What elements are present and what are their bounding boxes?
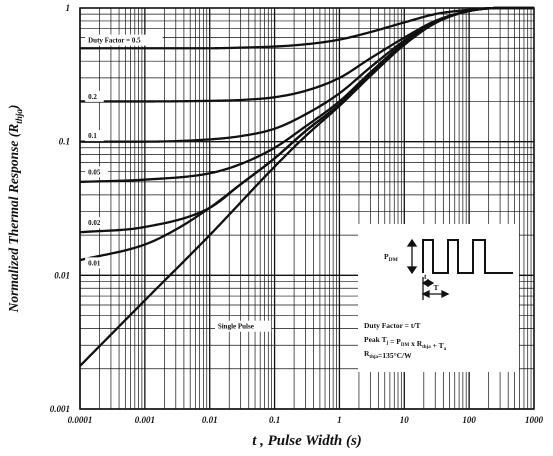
inset-text-part: x R <box>409 339 423 348</box>
y-tick-label: 0.001 <box>50 404 70 414</box>
inset-subscript: thja <box>369 355 378 360</box>
curve-label: 0.2 <box>88 93 97 101</box>
curve-series-6 <box>79 6 534 367</box>
inset-pdm-main: P <box>384 252 389 261</box>
curve-label-group: Single Pulse <box>214 320 272 332</box>
grid <box>79 8 534 410</box>
inset-text-part: Peak T <box>364 335 387 344</box>
inset-subscript: DM <box>401 343 410 348</box>
y-tick-label: 0.01 <box>54 270 70 280</box>
T-arrow-head-left <box>421 289 430 299</box>
pdm-arrow-head-up <box>406 238 418 247</box>
plot-frame <box>79 7 535 410</box>
curve-label-background <box>85 166 108 178</box>
x-tick-label: 0.1 <box>269 415 280 425</box>
inset-t-label: t <box>424 272 427 281</box>
y-axis-title-main: Normalized Thermal Response (R <box>6 124 21 314</box>
curve-label-background <box>214 320 272 332</box>
curve-label-group: 0.02 <box>85 217 108 229</box>
inset-pdm-label: PDM <box>384 252 399 263</box>
inset-arrows <box>406 238 450 300</box>
curve-label: 0.1 <box>88 132 97 140</box>
inset-text-part: R <box>364 349 370 358</box>
x-axis-title: t , Pulse Width (s) <box>252 433 362 449</box>
curve-label-background <box>85 257 108 269</box>
y-axis-title: Normalized Thermal Response (Rthja) <box>6 105 24 314</box>
inset-text-part: =135°C/W <box>378 351 412 360</box>
pulse-waveform <box>422 239 513 274</box>
curve-label-group: 0.01 <box>85 257 108 269</box>
curve-label: 0.02 <box>88 219 101 227</box>
y-tick-label: 0.1 <box>59 137 70 147</box>
curve-label-group: 0.2 <box>85 90 104 102</box>
x-tick-label: 10 <box>400 415 410 425</box>
curve-label-background <box>85 217 108 229</box>
curve-label-background <box>85 34 163 46</box>
curve-labels: Duty Factor = 0.5 0.2 0.1 0.05 0.02 0.01 Singl… <box>85 34 272 332</box>
curve-label-group: 0.1 <box>85 130 104 142</box>
curve-label: 0.05 <box>88 168 101 176</box>
x-tick-label: 1 <box>337 415 342 425</box>
inset-T-label: T <box>434 283 439 292</box>
curve-label: Single Pulse <box>218 323 254 331</box>
tick-labels: 0.0001 0.001 0.01 0.1 1 10 100 10000.0010.010.1… <box>50 3 544 425</box>
inset-text-part: Duty Factor = t/T <box>364 321 420 330</box>
x-tick-label: 0.01 <box>202 415 218 425</box>
inset-text-part: = P <box>388 337 401 346</box>
y-tick-label: 1 <box>66 3 71 13</box>
pdm-arrow-head-down <box>406 266 418 275</box>
y-axis-title-sub: thja <box>14 109 24 124</box>
inset-equation-line: Rthja=135°C/W <box>364 349 412 360</box>
inset-equation-line: Peak Tj = PDM x Rthja + Ta <box>364 335 447 352</box>
curve-label: Duty Factor = 0.5 <box>88 37 141 45</box>
x-tick-label: 0.0001 <box>68 415 93 425</box>
curve-duty-0-5 <box>80 6 534 50</box>
inset-pdm-sub: DM <box>389 257 399 263</box>
inset-text-part: + T <box>431 341 444 350</box>
inset-subscript: j <box>386 341 389 346</box>
curve-label: 0.01 <box>88 259 101 267</box>
t-arrow-head-right <box>427 278 435 288</box>
curve-label-background <box>85 90 104 102</box>
x-tick-label: 100 <box>462 415 476 425</box>
curve-label-group: 0.05 <box>85 166 108 178</box>
inset-equation-line: Duty Factor = t/T <box>364 321 420 330</box>
curves <box>79 6 534 367</box>
inset-subscript: thja <box>422 345 431 350</box>
curve-label-background <box>85 130 104 142</box>
y-axis-title-close: ) <box>6 105 21 112</box>
T-arrow-head-right <box>441 289 450 299</box>
inset-subscript: a <box>444 347 447 352</box>
inset-background <box>358 224 519 372</box>
x-tick-label: 0.001 <box>135 415 155 425</box>
curve-label-group: Duty Factor = 0.5 <box>85 34 163 46</box>
x-tick-label: 1000 <box>525 415 544 425</box>
